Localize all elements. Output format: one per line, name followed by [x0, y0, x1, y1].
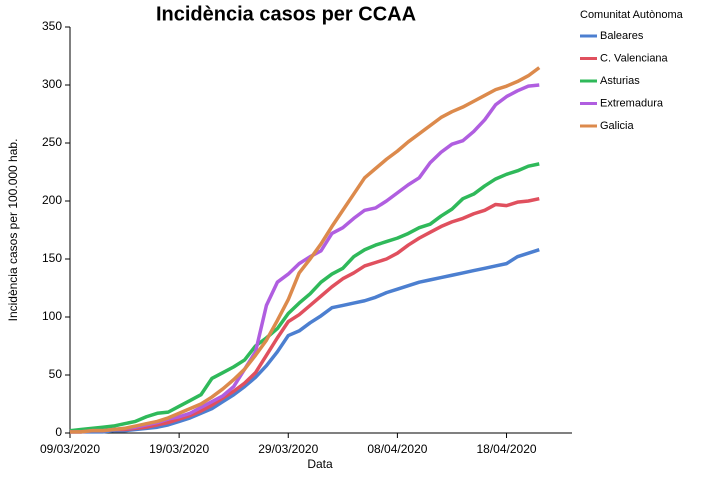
series-line — [70, 196, 540, 434]
series-line — [69, 162, 540, 433]
legend-label: Baleares — [600, 30, 644, 42]
y-axis-label: Incidència casos per 100.000 hab. — [6, 139, 20, 322]
legend-label: Galicia — [600, 120, 635, 132]
x-tick-label: 18/04/2020 — [476, 442, 536, 456]
x-tick-label: 08/04/2020 — [367, 442, 427, 456]
y-tick-label: 50 — [49, 367, 63, 381]
y-tick-label: 250 — [42, 135, 62, 149]
legend-title: Comunitat Autònoma — [580, 9, 684, 21]
series-line — [70, 248, 540, 434]
legend-label: Extremadura — [600, 97, 664, 109]
y-tick-label: 100 — [42, 309, 62, 323]
x-tick-label: 09/03/2020 — [40, 442, 100, 456]
y-tick-label: 0 — [55, 425, 62, 439]
x-axis-label: Data — [307, 457, 333, 471]
legend-label: C. Valenciana — [600, 52, 669, 64]
x-tick-label: 29/03/2020 — [258, 442, 318, 456]
y-tick-label: 300 — [42, 77, 62, 91]
y-tick-label: 350 — [42, 19, 62, 33]
chart-title: Incidència casos per CCAA — [156, 3, 416, 25]
series-line — [70, 83, 540, 434]
y-tick-label: 150 — [42, 251, 62, 265]
x-tick-label: 19/03/2020 — [149, 442, 209, 456]
series-line — [70, 66, 541, 434]
legend-label: Asturias — [600, 75, 640, 87]
y-tick-label: 200 — [42, 193, 62, 207]
